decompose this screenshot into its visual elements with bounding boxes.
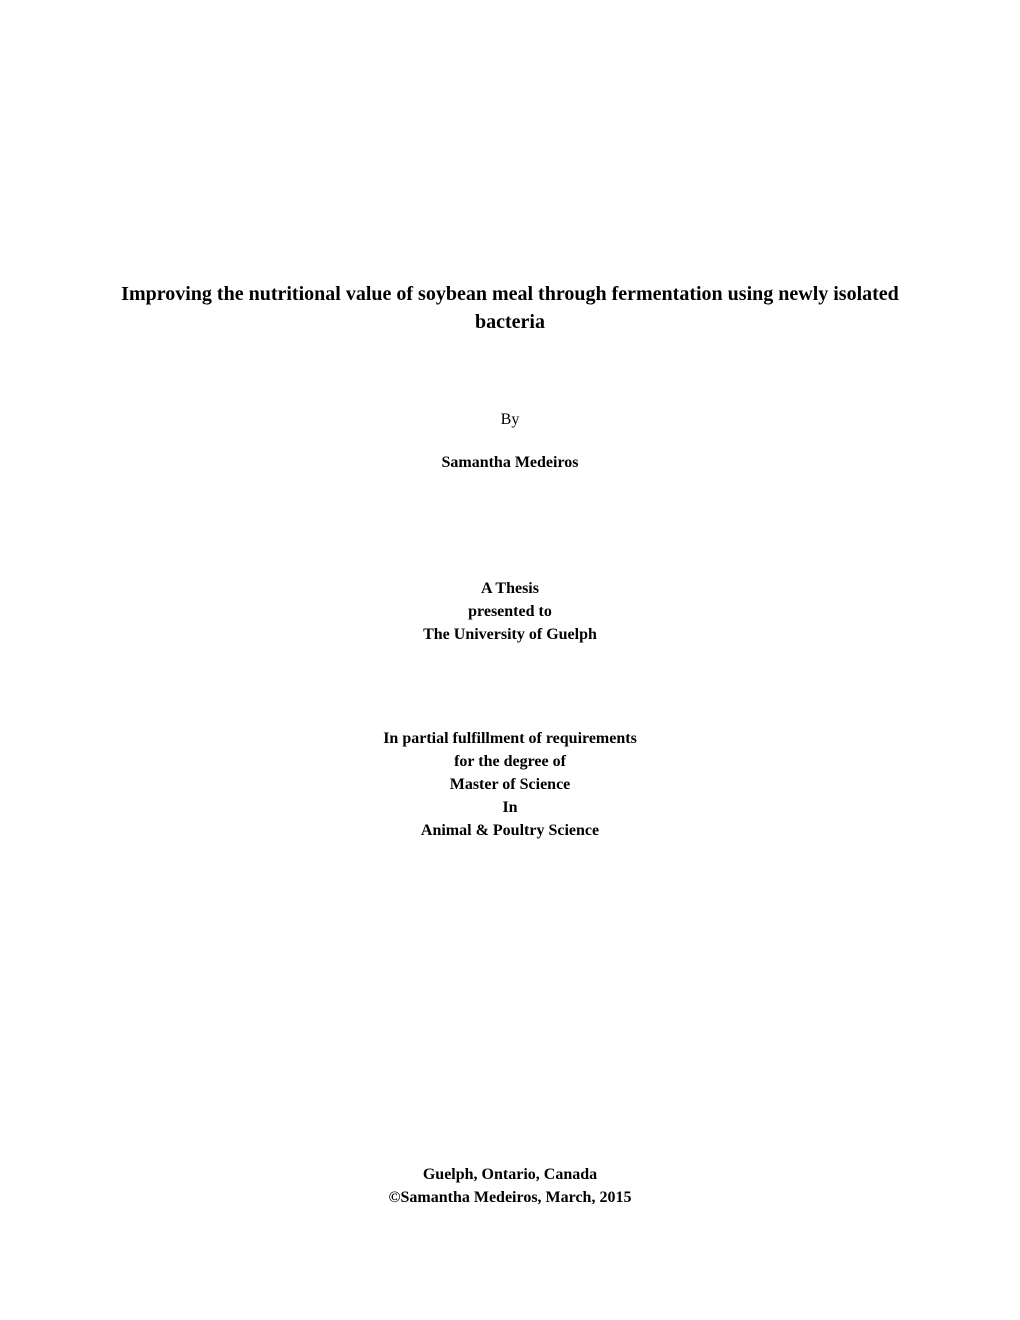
location-copyright-block: Guelph, Ontario, Canada ©Samantha Medeir… bbox=[115, 1163, 905, 1209]
thesis-line-2: presented to bbox=[115, 600, 905, 623]
fulfillment-block: In partial fulfillment of requirements f… bbox=[115, 727, 905, 843]
fulfillment-line-4: In bbox=[115, 796, 905, 819]
thesis-presentation-block: A Thesis presented to The University of … bbox=[115, 577, 905, 647]
fulfillment-line-5: Animal & Poultry Science bbox=[115, 819, 905, 842]
location-line: Guelph, Ontario, Canada bbox=[115, 1163, 905, 1186]
fulfillment-line-2: for the degree of bbox=[115, 750, 905, 773]
thesis-title: Improving the nutritional value of soybe… bbox=[115, 280, 905, 336]
thesis-line-3: The University of Guelph bbox=[115, 623, 905, 646]
fulfillment-line-1: In partial fulfillment of requirements bbox=[115, 727, 905, 750]
fulfillment-line-3: Master of Science bbox=[115, 773, 905, 796]
by-label: By bbox=[115, 411, 905, 429]
thesis-line-1: A Thesis bbox=[115, 577, 905, 600]
author-name: Samantha Medeiros bbox=[115, 454, 905, 472]
page-container: Improving the nutritional value of soybe… bbox=[0, 0, 1020, 1320]
copyright-line: ©Samantha Medeiros, March, 2015 bbox=[115, 1186, 905, 1209]
